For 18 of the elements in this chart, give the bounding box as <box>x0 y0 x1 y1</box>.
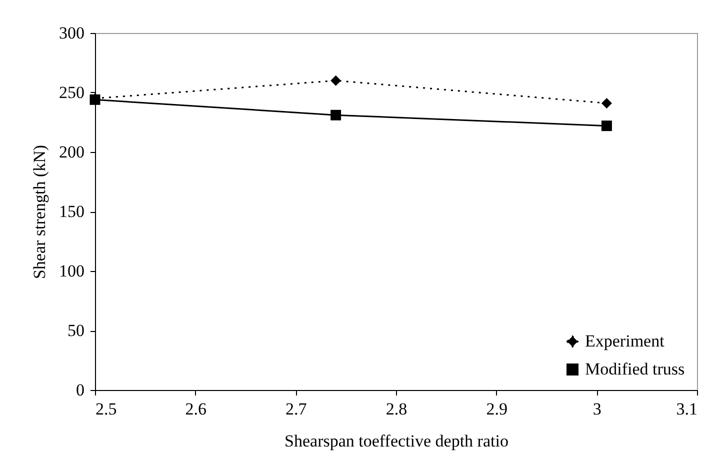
y-tick-label: 150 <box>59 202 84 221</box>
legend-label: Experiment <box>585 332 665 350</box>
y-tick-label: 250 <box>59 83 84 102</box>
y-tick-label: 300 <box>59 24 84 42</box>
y-tick-label: 200 <box>59 142 84 162</box>
x-tick-label: 2.5 <box>96 400 117 418</box>
x-tick-label: 2.8 <box>386 400 408 418</box>
y-tick-label: 50 <box>68 321 84 340</box>
x-tick-label: 2.6 <box>185 400 206 418</box>
y-tick-label: 100 <box>59 262 84 280</box>
x-tick-label: 2.7 <box>286 400 308 418</box>
x-axis-title: Shearspan toeffective depth ratio <box>284 432 508 450</box>
x-tick-label: 2.9 <box>486 400 508 418</box>
x-tick-label: 3.1 <box>676 400 698 418</box>
legend-label: Modified truss <box>585 360 685 378</box>
y-axis-title: Shear strength (kN) <box>30 144 49 280</box>
y-tick-label: 0 <box>76 380 84 400</box>
x-tick-label: 3 <box>592 400 602 418</box>
